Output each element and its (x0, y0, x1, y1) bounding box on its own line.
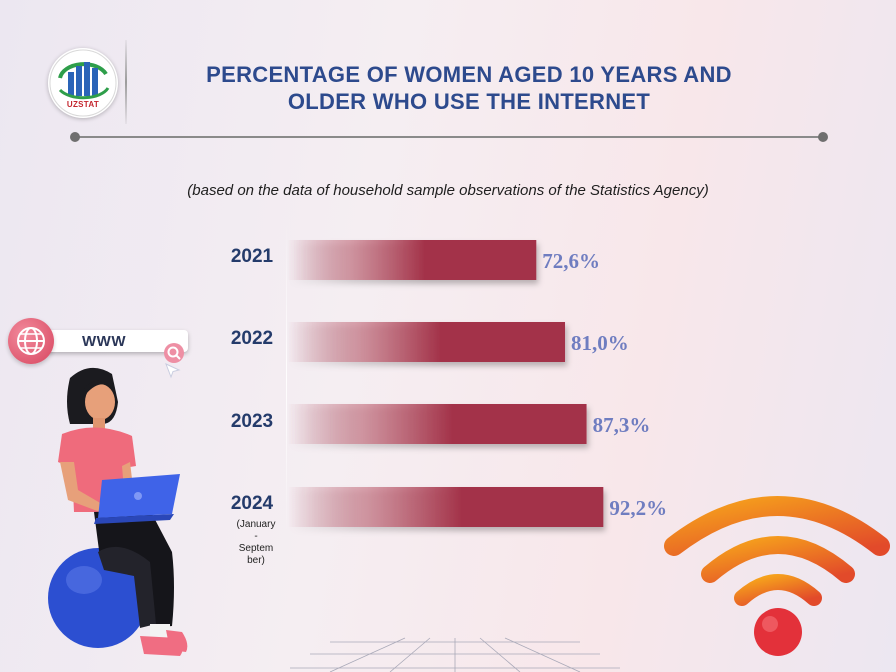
value-label-2022: 81,0% (571, 331, 629, 355)
underline-dot-right (818, 132, 828, 142)
uzstat-logo: UZSTAT (48, 48, 118, 118)
search-icon (164, 343, 184, 363)
title-underline (75, 136, 825, 138)
header-divider (125, 40, 127, 124)
globe-icon (8, 318, 54, 364)
bar-2023 (288, 404, 587, 444)
title-line-2: OLDER WHO USE THE INTERNET (287, 89, 651, 114)
search-text: WWW (82, 333, 126, 350)
category-label-2023: 2023 (230, 411, 274, 432)
chart-subtitle: (based on the data of household sample o… (187, 182, 709, 199)
chart-axis-line (286, 222, 287, 538)
value-label-2024: 92,2% (609, 496, 667, 520)
bar-2024 (288, 487, 604, 527)
bar-2021 (288, 240, 537, 280)
floor-grid (290, 637, 620, 672)
category-label-2022: 2022 (230, 328, 274, 349)
cursor-icon (165, 363, 181, 379)
search-widget: WWW (8, 318, 188, 364)
value-label-2023: 87,3% (593, 413, 651, 437)
underline-dot-left (70, 132, 80, 142)
category-label-2021: 2021 (230, 246, 274, 267)
category-note-2024: (January - Septem ber) (236, 519, 276, 566)
wifi-icon (664, 496, 890, 656)
logo-graphic (49, 49, 117, 117)
category-label-2024: 2024 (230, 493, 274, 514)
bar-2022 (288, 322, 566, 362)
logo-text: UZSTAT (66, 100, 100, 109)
page-title: PERCENTAGE OF WOMEN AGED 10 YEARS AND OL… (140, 61, 798, 115)
title-line-1: PERCENTAGE OF WOMEN AGED 10 YEARS AND (206, 62, 732, 87)
woman-laptop-illustration (48, 367, 188, 656)
value-label-2021: 72,6% (542, 249, 600, 273)
search-bar: WWW (38, 330, 188, 363)
